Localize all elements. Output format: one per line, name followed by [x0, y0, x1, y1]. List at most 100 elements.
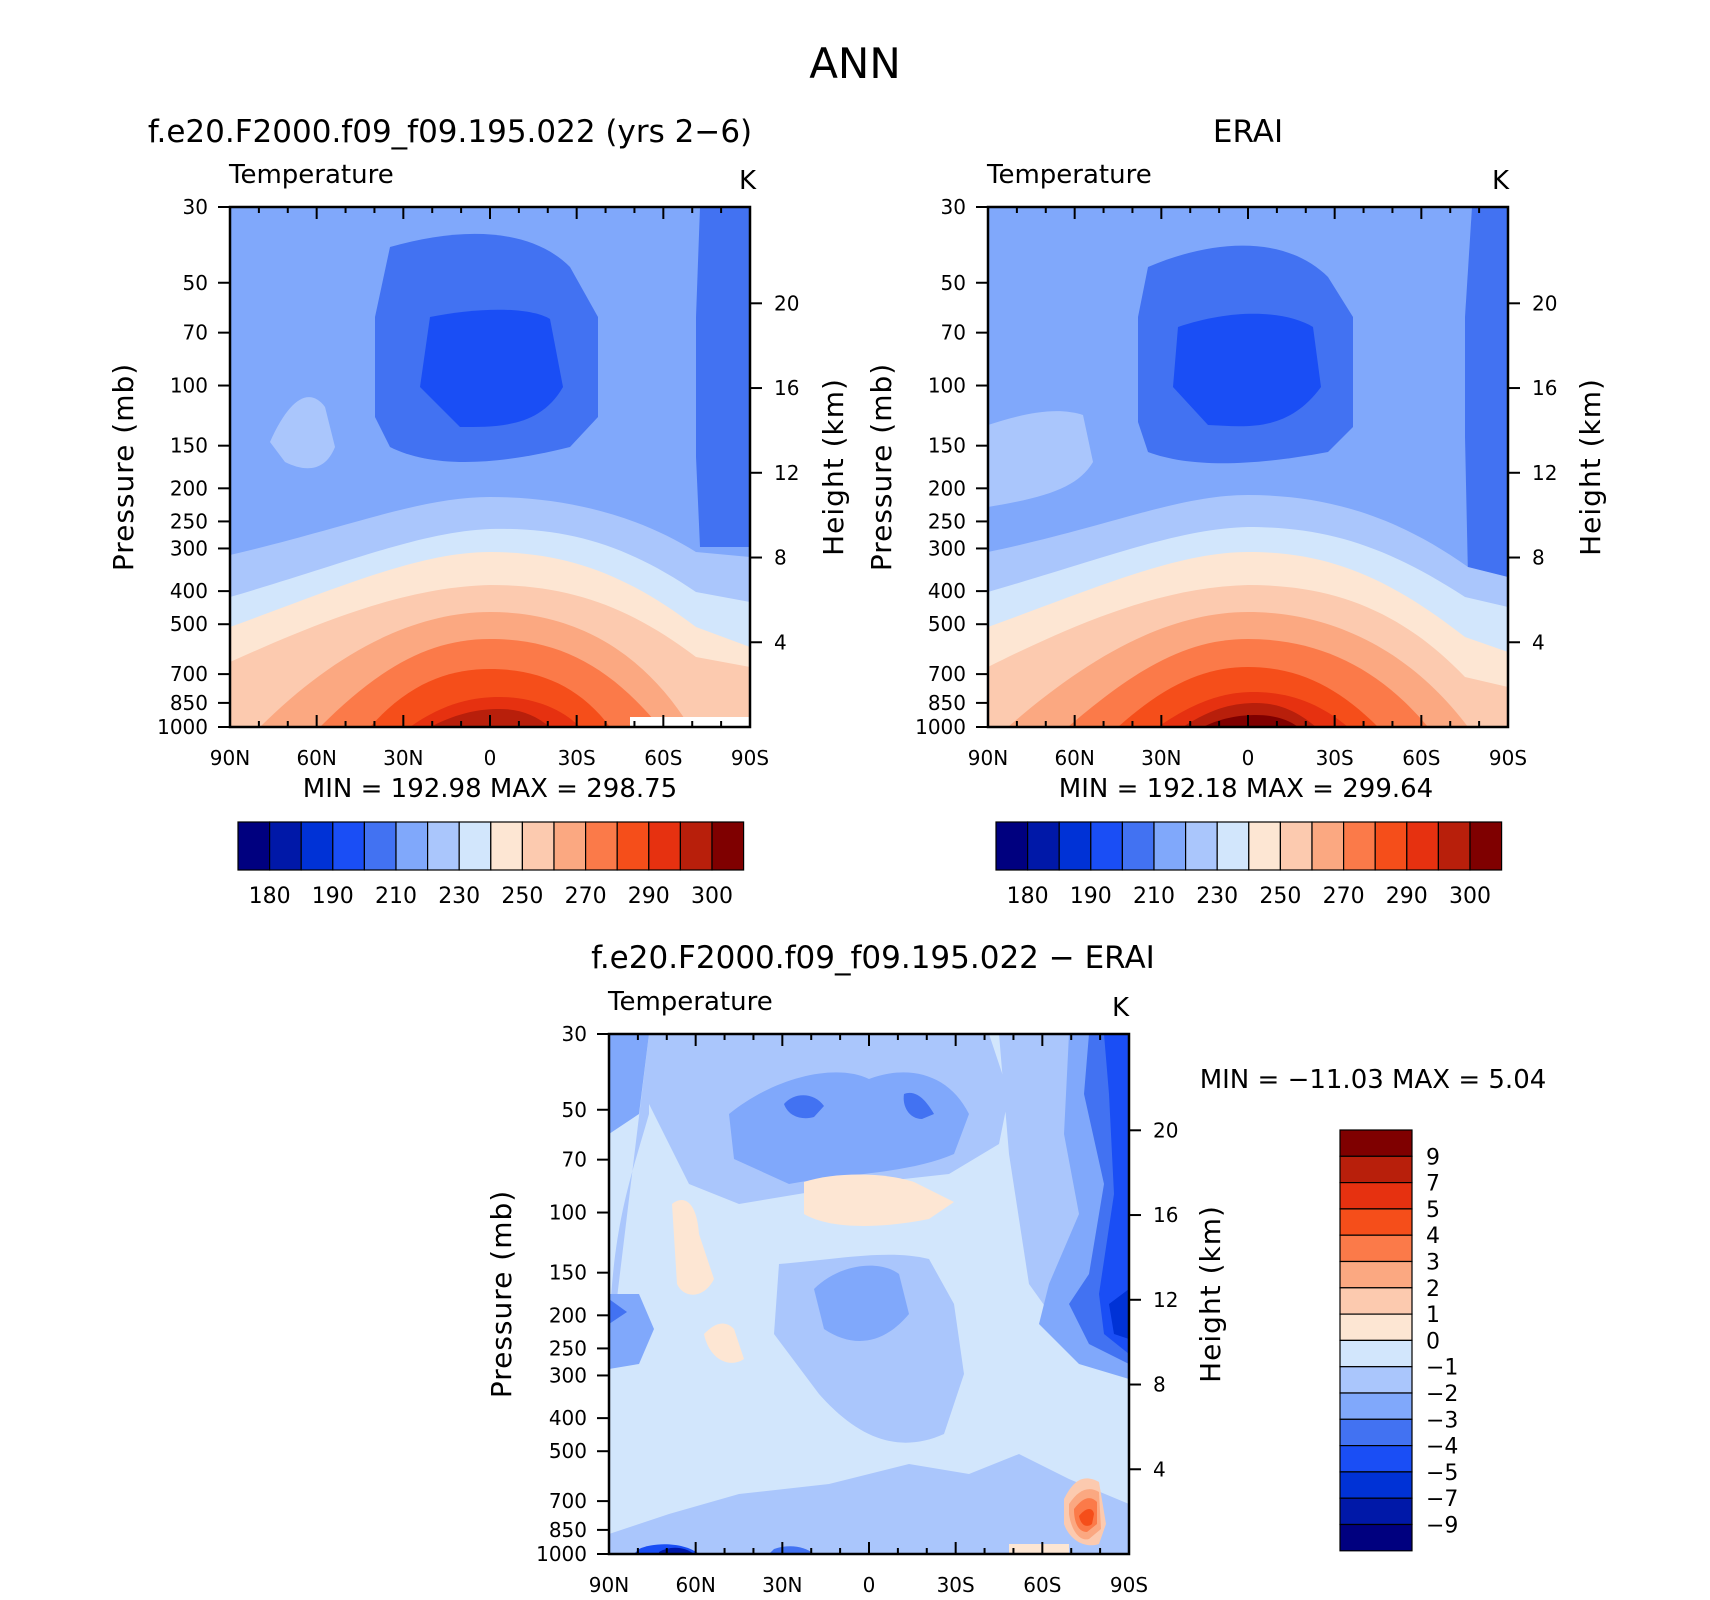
y-tick-label: 700	[549, 1489, 587, 1513]
y-tick-label: 150	[549, 1261, 587, 1285]
colorbar-label: 300	[691, 884, 733, 909]
colorbar-swatch	[1216, 821, 1250, 871]
panel-diff-plot: 90N 60N 30N 0 30S 60S 90S 30 50 70 100 150 200 250 300…	[536, 1022, 1178, 1597]
y2-tick-label: 12	[1532, 461, 1557, 485]
colorbar-swatch	[1339, 1129, 1413, 1157]
y2-tick-label: 16	[1153, 1203, 1178, 1227]
colorbar-label: 7	[1426, 1172, 1440, 1197]
x-tick-label: 90S	[1110, 1573, 1148, 1597]
colorbar-label: 230	[1196, 884, 1238, 909]
y-tick-label: 500	[170, 612, 208, 636]
x-tick-label: 90S	[1489, 746, 1527, 770]
colorbar-label: 0	[1426, 1329, 1440, 1354]
x-tick-label: 0	[1242, 746, 1255, 770]
colorbar-swatch	[1339, 1234, 1413, 1263]
colorbar-swatch	[1027, 821, 1060, 871]
panel-obs-y2label: Height (km)	[1574, 378, 1607, 556]
colorbar-swatch	[1121, 821, 1155, 871]
x-tick-label: 90S	[731, 746, 769, 770]
colorbar-swatch	[1185, 821, 1218, 871]
colorbar-label: 230	[438, 884, 480, 909]
panel-obs-title: Temperature	[986, 160, 1152, 190]
panel-obs-colorbar: 180 190 210 230 250 270 290 300	[995, 821, 1503, 909]
colorbar-label: 290	[1386, 884, 1428, 909]
panel-obs-units: K	[1492, 166, 1510, 196]
colorbar-swatch	[1339, 1392, 1413, 1420]
colorbar-swatch	[1339, 1418, 1413, 1447]
y-tick-label: 300	[170, 536, 208, 560]
diff-fill-neg7-sp	[1109, 1289, 1129, 1339]
panel-obs-plot: 90N 60N 30N 0 30S 60S 90S 30 50 70 100 150 200 250 300…	[915, 195, 1557, 770]
y2-tick-label: 4	[1532, 630, 1545, 654]
y-tick-label: 50	[183, 271, 208, 295]
panel-model: f.e20.F2000.f09_f09.195.022 (yrs 2−6) Te…	[107, 114, 850, 909]
colorbar-swatch	[1339, 1471, 1413, 1499]
panel-diff-subtitle: f.e20.F2000.f09_f09.195.022 − ERAI	[591, 940, 1155, 976]
x-tick-label: 30S	[937, 1573, 975, 1597]
y2-tick-label: 16	[1532, 376, 1557, 400]
colorbar-label: −1	[1426, 1356, 1458, 1381]
colorbar-swatch	[1248, 821, 1282, 871]
model-fill-230-blob	[270, 397, 335, 469]
colorbar-swatch	[269, 821, 302, 871]
diff-fill-neg4-bottom	[769, 1546, 814, 1554]
panel-diff-minmax: MIN = −11.03 MAX = 5.04	[1200, 1065, 1547, 1095]
y-tick-label: 100	[928, 374, 966, 398]
panel-diff-title: Temperature	[607, 987, 773, 1017]
colorbar-label: 270	[565, 884, 607, 909]
panel-model-colorbar: 180 190 210 230 250 270 290 300	[237, 821, 745, 909]
colorbar-label: 5	[1426, 1198, 1440, 1223]
panel-obs-ticks: 90N 60N 30N 0 30S 60S 90S 30 50 70 100 150 200 250 300…	[915, 195, 1557, 770]
panel-obs-subtitle: ERAI	[1213, 114, 1283, 150]
panel-diff-units: K	[1112, 993, 1130, 1023]
diff-fill-pos1-c	[704, 1323, 744, 1363]
y-tick-label: 500	[928, 612, 966, 636]
colorbar-label: 270	[1323, 884, 1365, 909]
colorbar-label: 180	[249, 884, 291, 909]
x-tick-label: 60N	[1054, 746, 1094, 770]
x-tick-label: 60N	[675, 1573, 715, 1597]
colorbar-swatch	[427, 821, 460, 871]
colorbar-swatch	[679, 821, 713, 871]
panel-model-contours	[230, 207, 750, 727]
y-tick-label: 70	[941, 321, 966, 345]
y-tick-label: 500	[549, 1439, 587, 1463]
y2-tick-label: 12	[774, 461, 799, 485]
y-tick-label: 700	[170, 662, 208, 686]
x-tick-label: 30N	[762, 1573, 802, 1597]
y-tick-label: 200	[928, 476, 966, 500]
panel-obs-contours	[988, 207, 1508, 727]
y-tick-label: 700	[928, 662, 966, 686]
panel-model-ylabel: Pressure (mb)	[107, 363, 140, 571]
colorbar-swatch	[1343, 821, 1376, 871]
x-tick-label: 90N	[210, 746, 250, 770]
panel-obs-ylabel: Pressure (mb)	[865, 363, 898, 571]
panel-diff-contours	[609, 1034, 1129, 1554]
colorbar-swatch	[1058, 821, 1092, 871]
y2-tick-label: 4	[1153, 1457, 1166, 1481]
colorbar-label: −3	[1426, 1408, 1458, 1433]
diff-fill-pos5	[1079, 1509, 1094, 1526]
x-tick-label: 30N	[1141, 746, 1181, 770]
panel-obs-minmax: MIN = 192.18 MAX = 299.64	[1059, 774, 1433, 804]
colorbar-label: 290	[628, 884, 670, 909]
colorbar-swatch	[553, 821, 587, 871]
y-tick-label: 1000	[915, 715, 966, 739]
colorbar-label: 180	[1007, 884, 1049, 909]
y-tick-label: 150	[170, 434, 208, 458]
y-tick-label: 30	[562, 1022, 587, 1046]
colorbar-swatch	[1469, 821, 1503, 871]
colorbar-swatch	[1437, 821, 1471, 871]
y-tick-label: 70	[183, 321, 208, 345]
colorbar-swatch	[616, 821, 650, 871]
colorbar-swatch	[711, 821, 745, 871]
colorbar-swatch	[1153, 821, 1187, 871]
y-tick-label: 250	[928, 509, 966, 533]
x-tick-label: 60S	[644, 746, 682, 770]
panel-diff-ticks: 90N 60N 30N 0 30S 60S 90S 30 50 70 100 150 200 250 300…	[536, 1022, 1178, 1597]
y2-tick-label: 20	[1532, 291, 1557, 315]
panel-model-title: Temperature	[228, 160, 394, 190]
colorbar-label: 250	[1259, 884, 1301, 909]
colorbar-label: −5	[1426, 1461, 1458, 1486]
y-tick-label: 850	[549, 1518, 587, 1542]
